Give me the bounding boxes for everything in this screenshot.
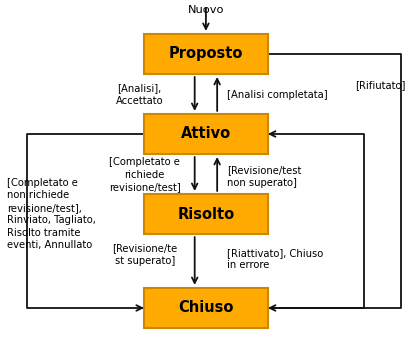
FancyBboxPatch shape: [144, 288, 268, 328]
Text: [Analisi completata]: [Analisi completata]: [227, 90, 327, 100]
FancyBboxPatch shape: [144, 194, 268, 234]
Text: [Rifiutato]: [Rifiutato]: [355, 80, 406, 90]
Text: Risolto: Risolto: [177, 206, 235, 222]
FancyBboxPatch shape: [144, 34, 268, 74]
FancyBboxPatch shape: [144, 114, 268, 154]
Text: [Completato e
richiede
revisione/test]: [Completato e richiede revisione/test]: [109, 157, 181, 192]
Text: [Completato e
non richiede
revisione/test],
Rinviato, Tagliato,
Risolto tramite
: [Completato e non richiede revisione/tes…: [7, 178, 97, 250]
Text: Attivo: Attivo: [181, 126, 231, 142]
Text: [Riattivato], Chiuso
in errore: [Riattivato], Chiuso in errore: [227, 248, 323, 270]
Text: [Analisi],
Accettato: [Analisi], Accettato: [116, 84, 163, 106]
Text: Chiuso: Chiuso: [178, 300, 234, 316]
Text: [Revisione/te
st superato]: [Revisione/te st superato]: [112, 244, 177, 266]
Text: Proposto: Proposto: [169, 46, 243, 62]
Text: [Revisione/test
non superato]: [Revisione/test non superato]: [227, 165, 301, 188]
Text: Nuovo: Nuovo: [188, 5, 224, 15]
